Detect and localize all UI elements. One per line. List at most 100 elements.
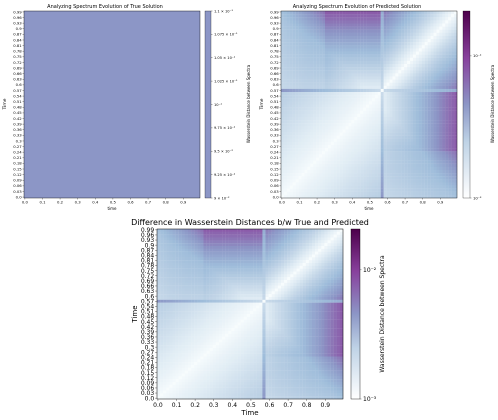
heatmap-cell (327, 54, 332, 58)
heatmap-cell (327, 176, 332, 180)
heatmap-cell (415, 60, 420, 65)
heatmap-cell (339, 39, 343, 43)
heatmap-cell (284, 237, 288, 241)
heatmap-cell (407, 160, 411, 164)
heatmap-cell (454, 88, 458, 93)
heatmap-cell (421, 173, 425, 177)
heatmap-cell (259, 231, 263, 235)
heatmap-cell (209, 271, 213, 275)
heatmap-cell (357, 148, 361, 152)
heatmap-cell (203, 274, 207, 278)
heatmap-cell (219, 274, 223, 278)
heatmap-cell (293, 231, 297, 235)
heatmap-cell (445, 95, 449, 99)
heatmap-cell (287, 229, 291, 232)
heatmap-cell (377, 163, 381, 167)
heatmap-cell (442, 63, 446, 68)
heatmap-cell (209, 282, 213, 286)
heatmap-cell (404, 63, 408, 68)
heatmap-cell (392, 141, 396, 146)
heatmap-cell (345, 157, 349, 161)
heatmap-cell (225, 280, 229, 283)
heatmap-cell (295, 26, 299, 30)
heatmap-cell (439, 63, 443, 68)
heatmap-cell (206, 282, 210, 286)
heatmap-cell (322, 188, 326, 192)
heatmap-cell (413, 194, 417, 199)
heatmap-cell (354, 145, 358, 149)
heatmap-cell (307, 113, 311, 118)
heatmap-cell (191, 274, 195, 278)
heatmap-cell (392, 188, 396, 192)
heatmap-cell (312, 274, 316, 278)
heatmap-cell (401, 101, 405, 105)
heatmap-cell (325, 126, 329, 130)
heatmap-cell (319, 179, 323, 183)
heatmap-cell (348, 116, 352, 121)
heatmap-cell (325, 191, 329, 196)
heatmap-cell (404, 154, 408, 158)
heatmap-cell (313, 67, 317, 71)
heatmap-cell (336, 182, 340, 186)
heatmap-cell (366, 116, 370, 121)
heatmap-cell (342, 154, 346, 158)
heatmap-cell (389, 11, 393, 15)
heatmap-cell (348, 76, 352, 80)
heatmap-cell (289, 67, 293, 71)
heatmap-cell (209, 248, 213, 252)
heatmap-cell (421, 32, 425, 37)
heatmap-cell (433, 104, 437, 108)
heatmap-cell (415, 73, 420, 77)
heatmap-cell (319, 48, 323, 52)
heatmap-cell (322, 104, 326, 108)
heatmap-cell (231, 280, 235, 283)
heatmap-cell (404, 163, 408, 167)
heatmap-cell (415, 85, 420, 90)
heatmap-cell (439, 107, 443, 111)
heatmap-cell (395, 95, 399, 99)
heatmap-cell (339, 141, 343, 146)
heatmap-cell (389, 60, 393, 65)
heatmap-cell (271, 251, 275, 255)
heatmap-cell (380, 104, 384, 108)
heatmap-cell (363, 82, 367, 86)
heatmap-cell (188, 277, 192, 281)
heatmap-cell (427, 57, 431, 62)
heatmap-cell (404, 104, 408, 108)
heatmap-cell (418, 169, 422, 174)
heatmap-cell (430, 176, 434, 180)
heatmap-cell (281, 176, 285, 180)
heatmap-cell (219, 277, 223, 281)
heatmap-cell (310, 82, 314, 86)
heatmap-cell (293, 243, 297, 247)
heatmap-cell (194, 277, 198, 281)
heatmap-cell (315, 254, 319, 258)
heatmap-cell (318, 234, 322, 238)
heatmap-cell (413, 173, 417, 177)
heatmap-cell (301, 20, 305, 24)
heatmap-cell (262, 237, 266, 241)
heatmap-cell (371, 160, 376, 164)
heatmap-cell (325, 14, 329, 18)
heatmap-cell (339, 263, 344, 266)
heatmap-cell (380, 35, 384, 40)
heatmap-cell (369, 73, 373, 77)
heatmap-cell (316, 169, 320, 174)
heatmap-cell (363, 129, 367, 133)
heatmap-cell (392, 35, 396, 40)
heatmap-cell (313, 120, 317, 124)
heatmap-cell (290, 277, 294, 281)
heatmap-cell (225, 274, 229, 278)
heatmap-cell (339, 129, 343, 133)
heatmap-cell (336, 26, 340, 30)
heatmap-cell (410, 26, 414, 30)
heatmap-cell (333, 48, 337, 52)
heatmap-cell (439, 163, 443, 167)
heatmap-cell (410, 54, 414, 58)
heatmap-cell (386, 85, 390, 90)
heatmap-cell (304, 160, 308, 164)
heatmap-cell (200, 231, 204, 235)
heatmap-cell (295, 45, 299, 49)
heatmap-cell (451, 191, 455, 196)
heatmap-cell (319, 148, 323, 152)
